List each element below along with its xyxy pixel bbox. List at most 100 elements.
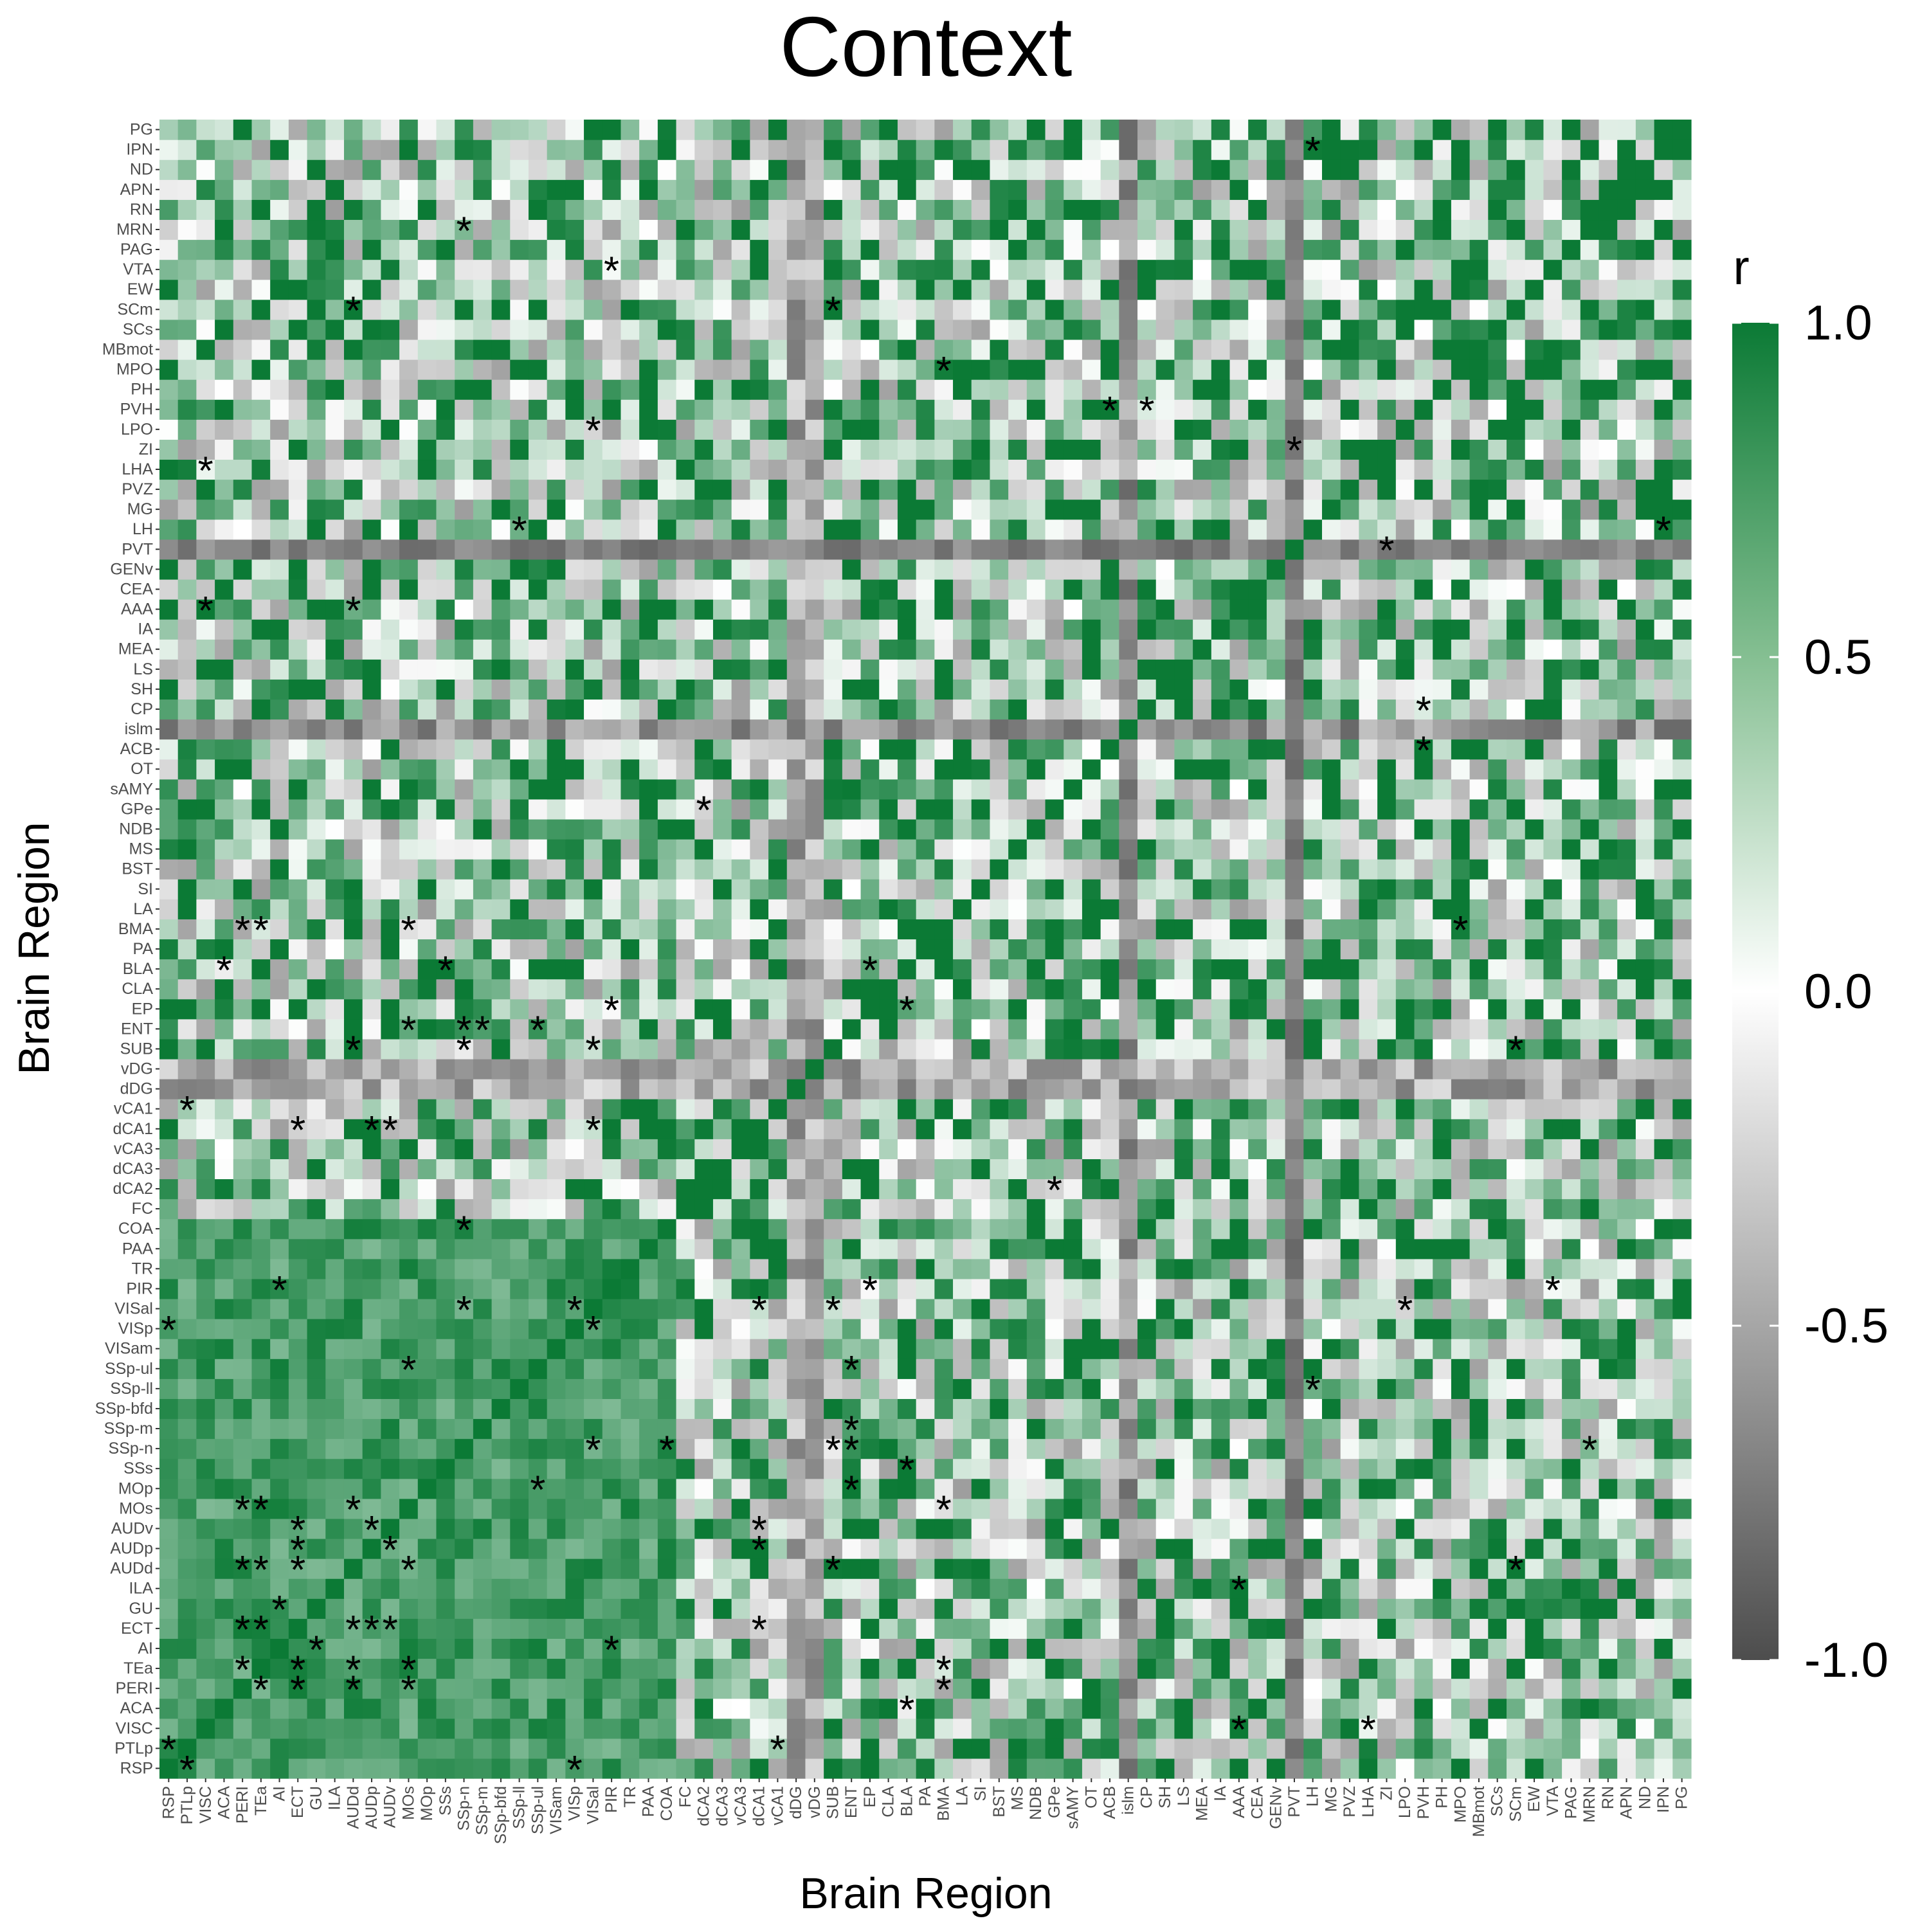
heatmap-cell bbox=[953, 1099, 972, 1119]
heatmap-cell bbox=[325, 1238, 345, 1259]
heatmap-cell bbox=[1469, 679, 1489, 700]
heatmap-cell bbox=[1248, 979, 1267, 1000]
heatmap-cell bbox=[1174, 1258, 1193, 1279]
heatmap-cell bbox=[584, 839, 603, 860]
heatmap-cell bbox=[1229, 1099, 1249, 1119]
heatmap-cell bbox=[455, 1718, 474, 1739]
heatmap-cell bbox=[362, 1178, 381, 1200]
heatmap-cell bbox=[657, 639, 677, 660]
heatmap-cell bbox=[1433, 959, 1452, 980]
heatmap-cell bbox=[768, 1638, 788, 1659]
heatmap-cell bbox=[620, 1359, 640, 1379]
heatmap-cell bbox=[1064, 879, 1083, 899]
heatmap-cell bbox=[1174, 1278, 1193, 1299]
heatmap-cell bbox=[1119, 599, 1138, 620]
heatmap-cell bbox=[1064, 818, 1083, 840]
heatmap-cell bbox=[288, 1238, 308, 1259]
heatmap-cell bbox=[1137, 1578, 1157, 1599]
heatmap-cell bbox=[1100, 759, 1119, 780]
heatmap-cell bbox=[990, 1458, 1009, 1479]
heatmap-cell bbox=[233, 899, 253, 919]
heatmap-cell bbox=[805, 1538, 824, 1559]
heatmap-cell bbox=[1562, 1658, 1581, 1679]
heatmap-cell bbox=[547, 1159, 566, 1180]
heatmap-cell bbox=[455, 1738, 474, 1759]
heatmap-cell bbox=[1045, 1319, 1064, 1339]
heatmap-cell bbox=[1026, 1498, 1046, 1519]
heatmap-cell bbox=[657, 1478, 677, 1499]
heatmap-cell bbox=[1395, 1258, 1415, 1279]
heatmap-cell bbox=[805, 1159, 824, 1180]
heatmap-cell bbox=[639, 1498, 658, 1519]
heatmap-cell bbox=[1617, 1638, 1636, 1659]
heatmap-cell bbox=[1155, 699, 1175, 720]
heatmap-cell bbox=[307, 719, 326, 740]
heatmap-cell bbox=[879, 719, 898, 740]
heatmap-cell bbox=[177, 699, 197, 720]
heatmap-cell bbox=[1193, 1038, 1212, 1060]
heatmap-cell bbox=[824, 1339, 843, 1359]
heatmap-cell bbox=[251, 959, 271, 980]
heatmap-cell bbox=[381, 919, 400, 940]
heatmap-cell bbox=[1303, 1178, 1323, 1200]
heatmap-cell bbox=[602, 1658, 622, 1679]
heatmap-cell bbox=[860, 699, 880, 720]
heatmap-cell bbox=[1340, 899, 1360, 919]
heatmap-cell bbox=[694, 1738, 714, 1759]
heatmap-cell bbox=[1469, 879, 1489, 899]
heatmap-cell bbox=[233, 1478, 253, 1499]
heatmap-cell bbox=[1543, 959, 1562, 980]
heatmap-cell bbox=[953, 899, 972, 919]
heatmap-cell bbox=[307, 1099, 326, 1119]
heatmap-cell bbox=[750, 1139, 769, 1159]
heatmap-cell bbox=[1580, 1758, 1600, 1779]
heatmap-cell bbox=[1193, 639, 1212, 660]
heatmap-cell bbox=[1026, 1698, 1046, 1719]
heatmap-cell bbox=[584, 1518, 603, 1539]
heatmap-cell bbox=[528, 579, 548, 600]
heatmap-cell bbox=[1469, 1478, 1489, 1499]
heatmap-cell bbox=[842, 719, 862, 740]
heatmap-cell bbox=[1137, 959, 1157, 980]
heatmap-cell bbox=[1488, 1618, 1507, 1639]
heatmap-cell bbox=[786, 879, 806, 899]
heatmap-cell bbox=[1266, 1578, 1286, 1599]
heatmap-cell bbox=[712, 1398, 732, 1420]
heatmap-cell bbox=[934, 879, 954, 899]
heatmap-cell bbox=[1580, 1278, 1600, 1299]
heatmap-cell bbox=[1137, 1339, 1157, 1359]
heatmap-cell bbox=[953, 1238, 972, 1259]
heatmap-cell bbox=[1359, 1038, 1378, 1060]
heatmap-cell bbox=[1155, 759, 1175, 780]
heatmap-cell bbox=[916, 739, 935, 760]
heatmap-cell bbox=[159, 979, 179, 1000]
heatmap-cell bbox=[786, 639, 806, 660]
heatmap-cell bbox=[602, 939, 622, 960]
heatmap-cell bbox=[565, 1598, 584, 1619]
heatmap-cell bbox=[1672, 859, 1692, 880]
heatmap-cell bbox=[657, 998, 677, 1020]
heatmap-cell bbox=[1525, 1378, 1544, 1399]
heatmap-cell bbox=[1303, 1498, 1323, 1519]
heatmap-cell bbox=[1433, 1458, 1452, 1479]
heatmap-cell bbox=[1562, 818, 1581, 840]
heatmap-cell bbox=[159, 839, 179, 860]
heatmap-cell bbox=[916, 1278, 935, 1299]
heatmap-cell bbox=[491, 639, 511, 660]
heatmap-cell bbox=[417, 1178, 437, 1200]
heatmap-cell bbox=[1082, 1598, 1101, 1619]
heatmap-cell bbox=[1469, 1278, 1489, 1299]
heatmap-cell bbox=[750, 759, 769, 780]
heatmap-cell bbox=[270, 1398, 289, 1420]
heatmap-cell bbox=[897, 1159, 917, 1180]
heatmap-cell bbox=[916, 1099, 935, 1119]
heatmap-cell bbox=[1635, 1638, 1655, 1659]
heatmap-cell bbox=[824, 1698, 843, 1719]
heatmap-cell bbox=[1322, 919, 1341, 940]
heatmap-cell bbox=[879, 1038, 898, 1060]
heatmap-cell bbox=[547, 1638, 566, 1659]
heatmap-cell bbox=[1155, 939, 1175, 960]
heatmap-cell bbox=[1617, 1498, 1636, 1519]
heatmap-cell bbox=[1082, 779, 1101, 800]
heatmap-cell bbox=[1211, 1119, 1231, 1139]
